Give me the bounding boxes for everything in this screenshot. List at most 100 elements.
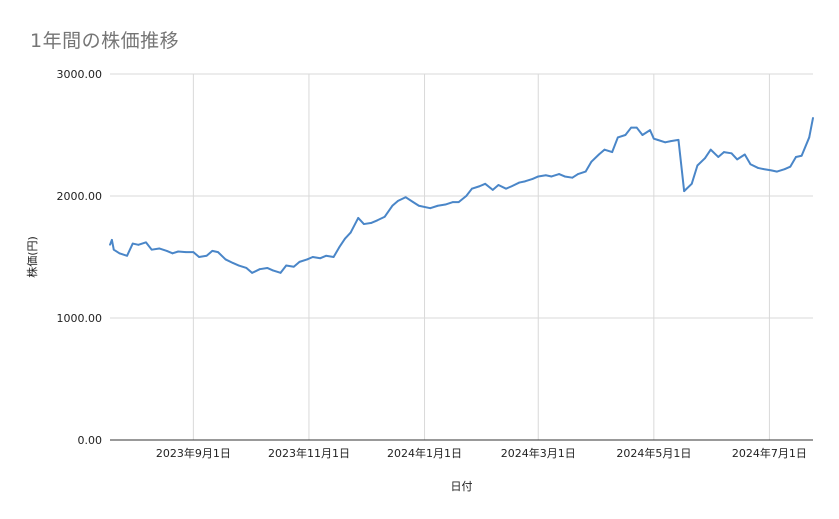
data-point [165,250,168,252]
data-point [344,237,346,240]
y-tick-label: 1000.00 [57,312,103,325]
price-series-points [109,117,814,274]
data-point [471,187,473,190]
data-point [484,182,487,185]
data-point [465,195,468,197]
data-point [338,246,341,249]
y-tick-label: 0.00 [78,434,103,447]
data-point [126,254,128,257]
data-point [258,268,261,271]
data-point [664,141,667,144]
data-point [478,185,481,188]
data-point [789,165,792,168]
data-point [319,257,322,260]
data-point [370,221,373,224]
x-tick-label: 2024年3月1日 [501,446,576,460]
data-point [363,223,365,225]
data-point [237,264,240,267]
data-point [306,258,308,261]
data-point [571,176,574,179]
data-point [795,156,797,158]
data-point [563,175,566,178]
data-point [730,152,733,155]
data-point [211,250,214,252]
data-point [198,256,200,258]
data-point [292,265,295,268]
data-point [584,170,587,173]
gridlines [110,73,813,440]
data-point [279,271,282,274]
data-point [272,269,274,272]
data-point [177,250,180,253]
data-point [611,151,614,153]
data-point [544,174,547,177]
data-point [251,271,254,274]
data-point [158,247,161,250]
data-point [510,185,513,188]
data-point [649,129,651,132]
data-point [505,187,507,190]
data-point [800,154,803,157]
chart-title: 1年間の株価推移 [30,30,180,52]
data-point [690,182,693,185]
data-point [232,262,235,264]
data-point [603,148,606,151]
x-tick-label: 2024年5月1日 [616,446,691,460]
data-point [757,167,759,169]
data-point [112,248,115,251]
x-axis-title: 日付 [451,480,473,493]
data-point [436,204,439,207]
data-point [717,156,720,158]
x-tick-label: 2023年11月1日 [268,446,350,460]
data-point [677,138,680,141]
data-point [656,138,659,141]
data-point [429,207,432,210]
data-point [635,126,638,129]
data-point [652,137,655,140]
data-point [311,256,314,258]
data-point [743,153,746,156]
data-point [641,134,644,136]
data-point [776,170,778,173]
data-point [452,201,454,204]
data-point [145,241,147,244]
data-point [812,117,814,119]
data-point [531,178,534,180]
data-point [325,254,327,257]
data-point [457,201,460,204]
data-point [616,136,619,139]
data-point [762,168,765,171]
data-point [597,153,600,156]
data-point [577,173,579,175]
data-point [131,242,134,245]
data-point [770,169,773,172]
data-point [224,258,227,261]
data-point [412,201,415,204]
data-point [171,252,174,255]
data-point [783,168,786,171]
data-point [558,173,560,175]
data-point [397,199,399,202]
data-point [669,140,672,143]
data-point [391,204,394,207]
data-point [184,251,187,254]
data-point [704,157,706,160]
x-tick-label: 2024年1月1日 [387,446,462,460]
data-point [491,189,494,191]
y-axis-ticks: 0.00 1000.00 2000.00 3000.00 [57,68,103,447]
data-point [285,264,288,267]
data-point [524,180,526,183]
data-point [266,267,269,269]
data-point [404,196,407,199]
data-point [723,151,725,153]
data-point [205,254,208,257]
data-point [683,190,686,193]
data-point [550,175,553,178]
data-point [736,158,739,161]
data-point [298,260,301,263]
y-axis-title: 株価(円) [25,236,39,278]
data-point [357,217,360,219]
data-point [696,164,699,167]
